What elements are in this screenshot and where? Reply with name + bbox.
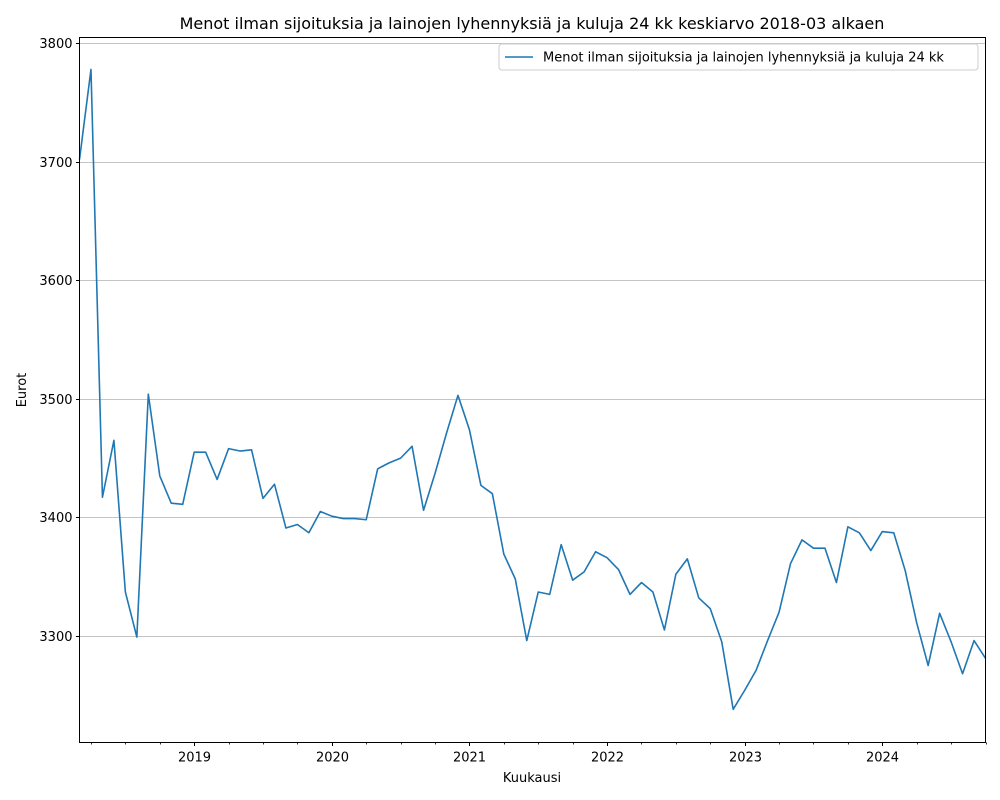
legend-label: Menot ilman sijoituksia ja lainojen lyhe… [543,51,944,66]
x-tick-label: 2024 [866,751,899,766]
x-tick-label: 2022 [591,751,624,766]
x-tick-label: 2019 [178,751,211,766]
grid-lines [79,43,986,637]
legend-box [498,43,979,71]
y-tick-label: 3600 [39,274,72,289]
y-tick-label: 3400 [39,511,72,526]
series-line [78,68,987,711]
y-tick-label: 3300 [39,630,72,645]
y-tick-label: 3800 [39,37,72,52]
x-tick-label: 2023 [729,751,762,766]
y-axis-label: Eurot [15,373,30,408]
x-tick-label: 2021 [453,751,486,766]
x-tick-label: 2020 [316,751,349,766]
y-tick-label: 3500 [39,393,72,408]
chart-title: Menot ilman sijoituksia ja lainojen lyhe… [180,14,885,33]
y-axis-ticks: 3300 3400 3500 3600 3700 3800 [39,37,80,645]
series-layer [78,68,987,711]
x-axis-label: Kuukausi [503,771,561,786]
x-axis-ticks: 2019 2020 2021 2022 2023 2024 [91,742,987,766]
plot-frame [79,37,986,743]
legend: Menot ilman sijoituksia ja lainojen lyhe… [498,43,979,71]
y-tick-label: 3700 [39,156,72,171]
